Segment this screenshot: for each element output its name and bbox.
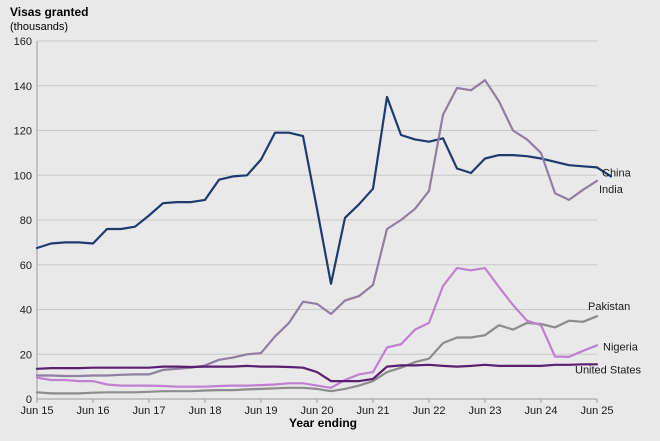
series-line-united-states bbox=[35, 363, 599, 383]
x-tick-label: Jun 23 bbox=[468, 405, 501, 417]
y-tick-label: 20 bbox=[20, 349, 32, 361]
series-line-pakistan bbox=[35, 315, 599, 395]
y-tick-label: 100 bbox=[14, 170, 32, 182]
y-tick-label: 80 bbox=[20, 215, 32, 227]
y-tick-label: 120 bbox=[14, 126, 32, 138]
y-tick-label: 60 bbox=[20, 260, 32, 272]
series-line-china bbox=[35, 95, 613, 285]
x-tick-label: Jun 25 bbox=[580, 405, 613, 417]
chart-title-unit: (thousands) bbox=[10, 21, 68, 33]
series-line-nigeria bbox=[35, 267, 599, 389]
x-tick-label: Jun 18 bbox=[188, 405, 221, 417]
x-tick-label: Jun 21 bbox=[356, 405, 389, 417]
x-tick-label: Jun 16 bbox=[76, 405, 109, 417]
series-label-pakistan: Pakistan bbox=[588, 301, 630, 313]
x-tick-label: Jun 20 bbox=[300, 405, 333, 417]
series-line-india bbox=[35, 79, 599, 378]
y-tick-label: 140 bbox=[14, 81, 32, 93]
series-lines bbox=[35, 79, 613, 395]
x-tick-label: Jun 19 bbox=[244, 405, 277, 417]
y-tick-label: 160 bbox=[14, 36, 32, 48]
gridlines bbox=[37, 40, 597, 355]
series-label-india: India bbox=[599, 184, 624, 196]
x-axis-title: Year ending bbox=[289, 416, 357, 430]
y-tick-label: 40 bbox=[20, 305, 32, 317]
axes: 0 20 40 60 80 100 120 140 160 Jun 15 Jun 16 Jun 17 J… bbox=[14, 36, 614, 417]
x-tick-label: Jun 15 bbox=[20, 405, 53, 417]
series-labels: China India Pakistan Nigeria United States bbox=[575, 167, 642, 376]
chart-title: Visas granted bbox=[10, 5, 88, 19]
x-tick-label: Jun 17 bbox=[132, 405, 165, 417]
x-tick-label: Jun 22 bbox=[412, 405, 445, 417]
y-tick-label: 0 bbox=[26, 394, 32, 406]
series-label-united-states: United States bbox=[575, 364, 642, 376]
series-label-nigeria: Nigeria bbox=[603, 341, 639, 353]
x-tick-label: Jun 24 bbox=[524, 405, 557, 417]
series-label-china: China bbox=[602, 167, 632, 179]
